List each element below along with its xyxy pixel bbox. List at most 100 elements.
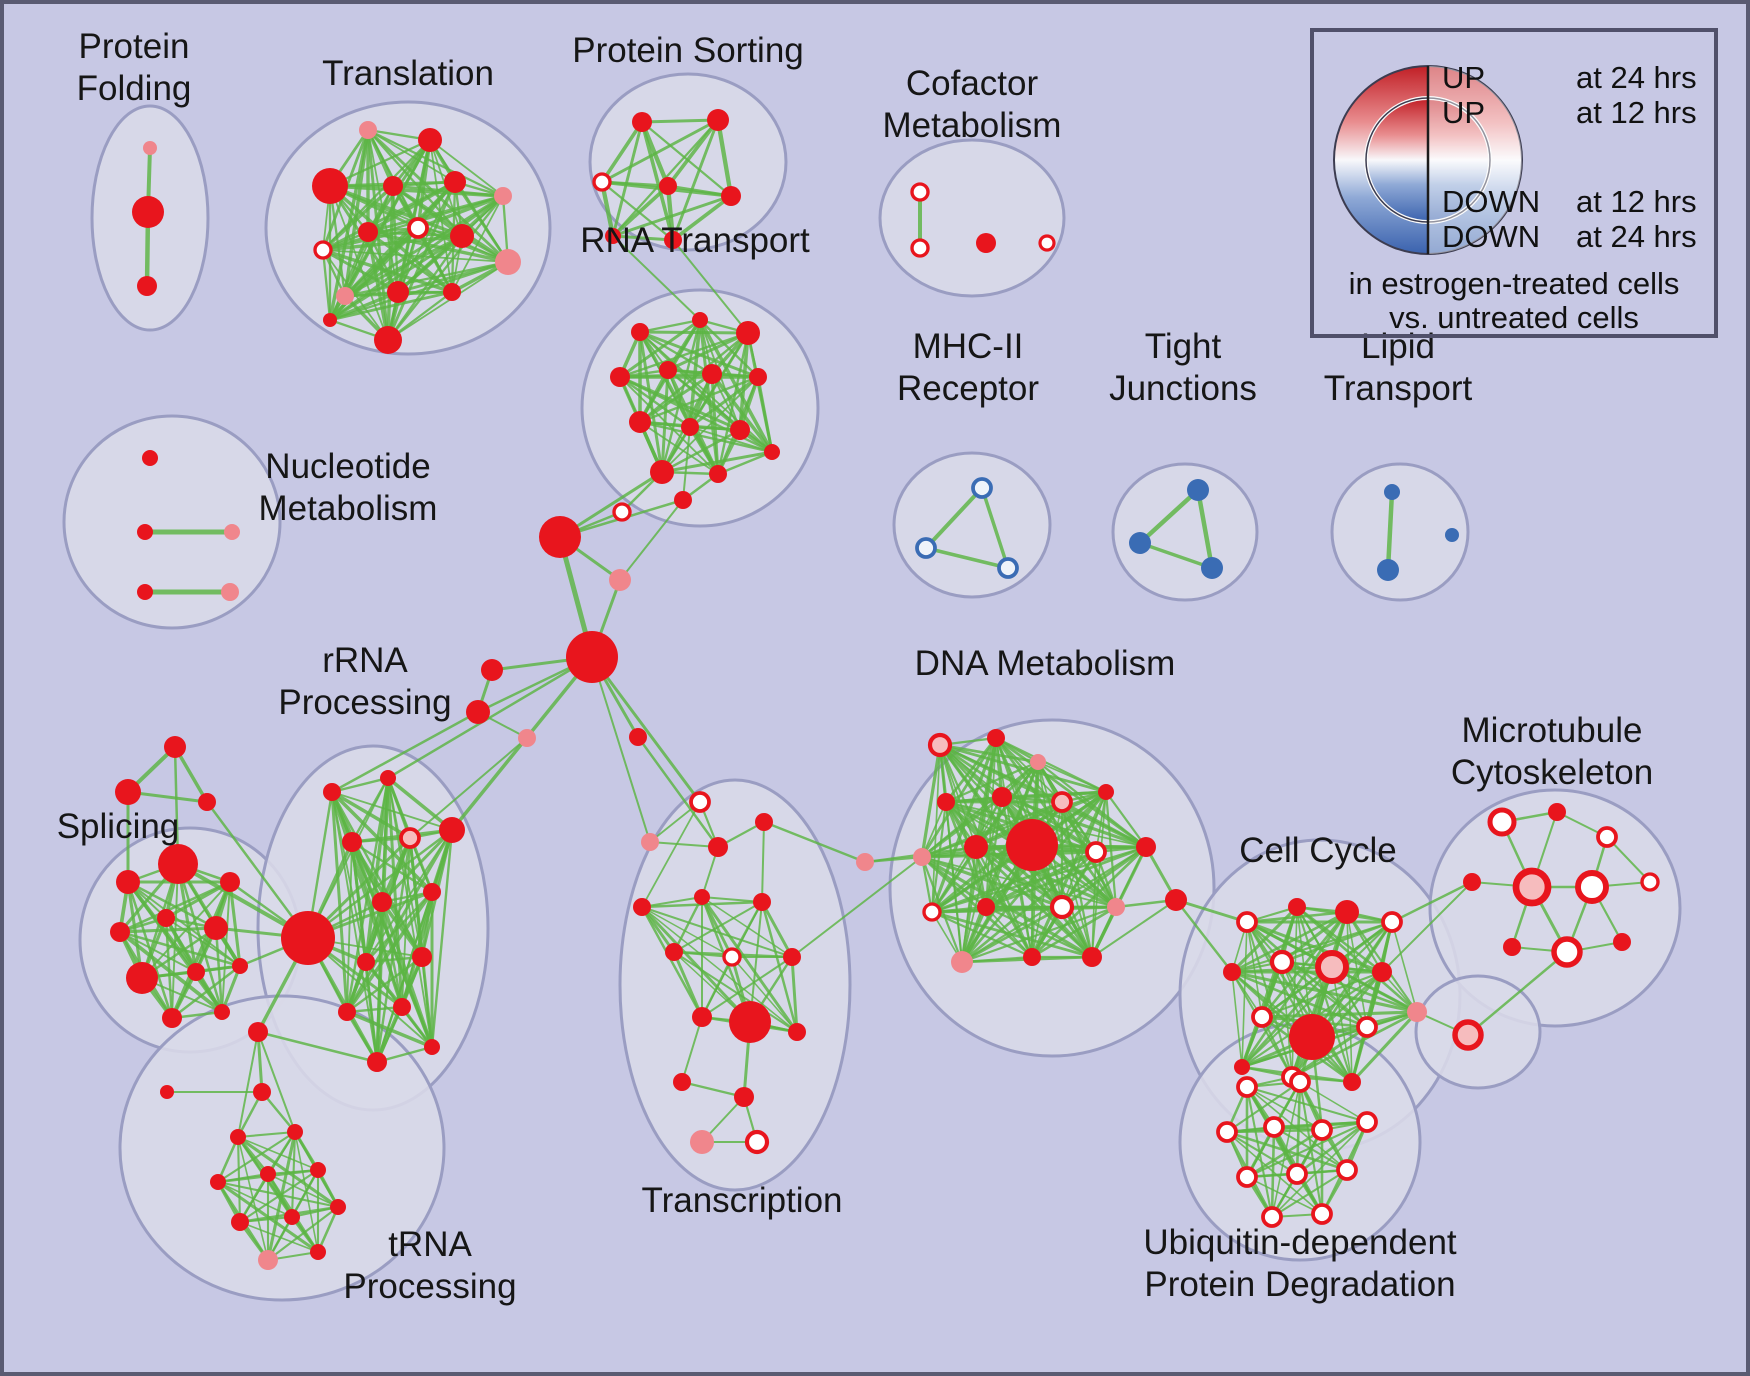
network-edge [665, 183, 676, 243]
network-edge [641, 906, 793, 958]
network-node-transcription [694, 889, 710, 905]
network-node-trna-processing [330, 1199, 346, 1215]
network-edge [600, 118, 720, 184]
network-edge [1037, 761, 1107, 793]
network-edge [590, 655, 702, 804]
network-edge [1270, 1168, 1349, 1219]
network-node-nucleotide-metabolism [137, 524, 153, 540]
network-node-dna-metabolism [1136, 837, 1156, 857]
network-node-mhc-ii-receptor [997, 557, 1019, 579]
network-edge [961, 846, 977, 963]
network-edge [1270, 1125, 1276, 1219]
network-node-microtubule-cytoskeleton [1575, 870, 1609, 904]
network-edge [666, 331, 750, 372]
network-node-cell-cycle [1223, 963, 1241, 981]
network-edge [672, 950, 704, 1019]
network-node-protein-folding [137, 276, 157, 296]
network-node-microtubule-cytoskeleton [1503, 938, 1521, 956]
network-node-protein-folding [132, 196, 164, 228]
network-node-splicing [116, 870, 140, 894]
network-node-splicing [126, 962, 158, 994]
network-node-rna-transport [610, 367, 630, 387]
cluster-ellipse-mhc-ii-receptor [892, 451, 1052, 599]
network-edge [1245, 1120, 1369, 1179]
network-node-splicing [158, 844, 198, 884]
network-edge [1030, 905, 1118, 959]
network-node-translation [336, 287, 354, 305]
cluster-label-rrna-processing: rRNA [322, 641, 408, 680]
network-edge [118, 880, 232, 934]
network-edge [760, 900, 794, 959]
network-edge [618, 375, 692, 429]
network-edge [380, 900, 404, 1009]
network-edge [290, 1130, 297, 1219]
cluster-label-protein-folding: Protein [79, 27, 190, 66]
network-node-rrna-processing [423, 883, 441, 901]
network-node-rrna-processing [372, 892, 392, 912]
network-edge [127, 881, 241, 967]
network-node-rrna-processing [399, 827, 421, 849]
network-node-microtubule-cytoskeleton [1596, 826, 1618, 848]
network-edge [1240, 910, 1349, 1069]
network-node-protein-sorting [592, 172, 612, 192]
cluster-label-lipid-transport: Lipid [1361, 327, 1435, 366]
network-node-microtubule-cytoskeleton [1640, 872, 1660, 892]
network-edge [365, 961, 378, 1063]
network-node-cofactor-metabolism [910, 182, 930, 202]
network-edge [701, 956, 793, 1018]
network-edge [1260, 970, 1384, 1019]
cluster-ellipse-lipid-transport [1330, 462, 1470, 602]
network-edge [618, 318, 702, 379]
network-edge [375, 890, 434, 1064]
network-edge [316, 1205, 340, 1254]
network-node-splicing [232, 958, 248, 974]
network-node-dna-metabolism [1030, 754, 1046, 770]
network-edge [960, 905, 1118, 964]
network-node-dna-metabolism [977, 898, 995, 916]
cluster-label-protein-folding: Folding [77, 69, 192, 108]
network-edge [700, 895, 799, 1034]
network-edge [375, 900, 384, 1064]
cluster-label-nucleotide-metabolism: Nucleotide [265, 447, 430, 486]
network-edge [640, 118, 720, 124]
network-node-transcription [633, 898, 651, 916]
network-node-dna-metabolism [1107, 898, 1125, 916]
network-edge [944, 736, 998, 804]
network-edge [1091, 791, 1107, 958]
network-node-rrna-processing [412, 947, 432, 967]
network-edge [416, 194, 505, 230]
network-node-rrna-processing [357, 953, 375, 971]
network-edge [331, 791, 453, 831]
network-edge [921, 801, 947, 858]
network-edge [920, 790, 1108, 859]
network-node-transcription [753, 893, 771, 911]
cluster-label-dna-metabolism: DNA Metabolism [915, 644, 1176, 683]
legend-footer-line-2: vs. untreated cells [1389, 300, 1639, 335]
network-edge [762, 820, 867, 864]
network-edge [118, 930, 224, 1014]
network-node-rna-transport [659, 361, 677, 379]
cluster-ellipse-tight-junctions [1111, 462, 1259, 602]
network-node-cell-cycle [1288, 898, 1306, 916]
network-edge [366, 180, 457, 234]
network-node-rna-transport [749, 368, 767, 386]
network-node-transcription [692, 1007, 712, 1027]
network-node-rna-transport [692, 312, 708, 328]
network-node-transcription [722, 947, 742, 967]
network-edge [386, 194, 505, 342]
network-edge [611, 194, 733, 238]
network-node-trna-processing [310, 1244, 326, 1260]
network-node-cell-cycle [1289, 1014, 1335, 1060]
cluster-label-microtubule-cytoskeleton: Cytoskeleton [1451, 753, 1653, 792]
network-node-connectors [481, 659, 503, 681]
network-node-trna-processing [310, 1162, 326, 1178]
network-node-translation [450, 224, 474, 248]
network-node-lipid-transport [1384, 484, 1400, 500]
network-node-microtubule-cytoskeleton [1487, 807, 1517, 837]
network-edge [944, 760, 1040, 804]
legend-down-12-word: DOWN [1442, 184, 1540, 219]
network-edge [930, 850, 1098, 914]
network-edge [345, 955, 424, 1014]
